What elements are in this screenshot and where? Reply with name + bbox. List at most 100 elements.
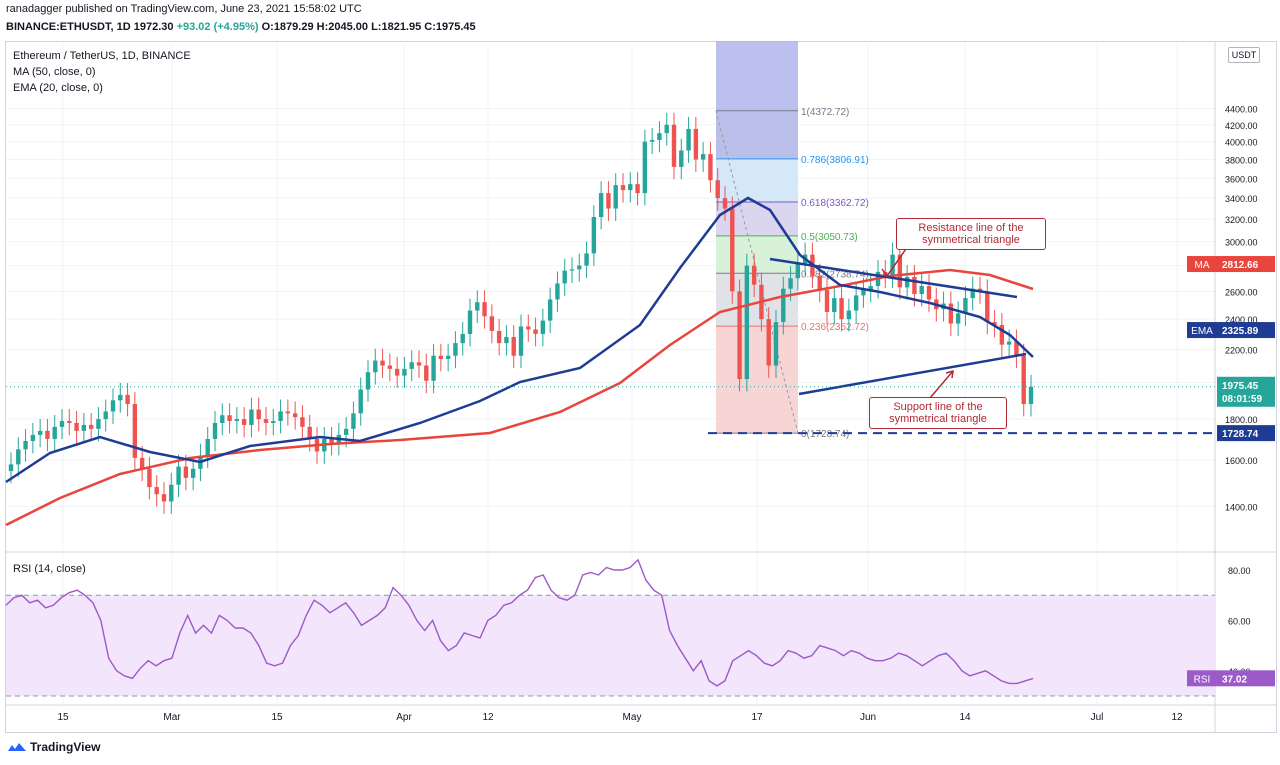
candle-body (817, 275, 822, 291)
time-tick-label: 12 (482, 712, 494, 723)
time-tick-label: 17 (751, 712, 763, 723)
candle-body (1006, 341, 1012, 345)
candle-body (992, 322, 997, 325)
fib-level-label: 1(4372.72) (801, 107, 849, 118)
publisher-line: ranadagger published on TradingView.com,… (6, 3, 362, 15)
candle-body (1021, 355, 1026, 404)
footer-brand[interactable]: TradingView (8, 740, 100, 754)
ma-tag (1187, 256, 1217, 273)
candle-body (504, 336, 509, 344)
candle-body (671, 124, 677, 167)
candle-body (912, 276, 917, 295)
rsi-tick-label: 60.00 (1228, 616, 1251, 626)
candle-body (169, 484, 174, 502)
candle-body (154, 487, 159, 495)
candle-body (751, 265, 757, 285)
ma-value-label: 2812.66 (1222, 260, 1259, 271)
candle-body (693, 128, 699, 160)
candle-body (96, 419, 101, 429)
time-tick-label: Jun (860, 712, 876, 723)
candle-body (343, 428, 349, 435)
candle-body (773, 322, 779, 366)
fib-level-label: 0.786(3806.91) (801, 155, 869, 166)
resistance-pointer (886, 245, 909, 277)
price-tick-label: 3600.00 (1225, 174, 1258, 184)
candle-body (227, 415, 232, 422)
candle-body (970, 288, 975, 299)
candle-body (788, 278, 793, 289)
ma-50-line (5, 268, 1034, 527)
rsi-line (5, 558, 1034, 687)
time-tick-label: 12 (1171, 712, 1183, 723)
candle-body (212, 422, 218, 439)
time-tick-label: 14 (959, 712, 971, 723)
candle-body (577, 265, 582, 270)
fib-zone (716, 273, 798, 327)
rsi-band (6, 595, 1215, 696)
candle-body (533, 329, 538, 334)
price-tick-label: 4000.00 (1225, 138, 1258, 148)
candle-body (190, 468, 196, 478)
time-tick-label: 15 (57, 712, 69, 723)
candle-body (431, 355, 436, 381)
candle-body (183, 466, 189, 478)
candle-body (110, 400, 116, 412)
candle-body (74, 422, 79, 431)
last-price: 1972.30 (133, 21, 174, 33)
candle-body (657, 133, 662, 140)
time-tick-label: Apr (396, 712, 412, 723)
candle-body (744, 265, 750, 380)
candle-body (635, 184, 640, 194)
candle-body (518, 326, 524, 356)
ma-badge (1217, 256, 1275, 273)
candle-body (584, 253, 589, 266)
resistance-trendline (769, 257, 1018, 299)
candle-body (1014, 341, 1019, 356)
price-badge (1217, 376, 1275, 407)
ema-value-label: 2325.89 (1222, 326, 1259, 337)
candle-body (103, 411, 108, 420)
ema-badge (1217, 322, 1275, 339)
currency-label[interactable]: USDT (1228, 47, 1260, 63)
candle-body (45, 430, 50, 439)
time-tick-label: 15 (271, 712, 283, 723)
fib-level-label: 0.382(2738.74) (801, 269, 869, 280)
price-tick-label: 2200.00 (1225, 345, 1258, 355)
candle-body (628, 184, 633, 191)
candle-body (161, 494, 167, 502)
candle-body (496, 330, 502, 344)
candle-body (132, 403, 138, 458)
rsi-value-label: 37.02 (1222, 674, 1247, 685)
candle-body (81, 424, 87, 431)
price-tick-label: 1800.00 (1225, 415, 1258, 425)
candle-body (176, 466, 181, 485)
candle-body (394, 368, 400, 376)
candle-body (766, 319, 771, 366)
candle-body (598, 193, 604, 218)
candle-body (285, 411, 291, 414)
candle-body (460, 333, 465, 344)
high-value: H:2045.00 (316, 21, 369, 33)
support-pointer (929, 370, 954, 399)
legend-ema: EMA (20, close, 0) (13, 82, 103, 94)
candle-body (147, 468, 152, 488)
candle-body (125, 394, 130, 404)
candle-body (977, 288, 983, 292)
price-tick-label: 1400.00 (1225, 502, 1258, 512)
support-trendline (798, 352, 1027, 396)
candle-body (373, 360, 378, 373)
candle-body (37, 430, 43, 435)
candle-body (409, 362, 414, 369)
candle-body (1028, 386, 1034, 404)
legend-title: Ethereum / TetherUS, 1D, BINANCE (13, 50, 191, 62)
support-badge (1217, 425, 1275, 442)
candle-body (526, 326, 531, 330)
price-tick-label: 4400.00 (1225, 105, 1258, 115)
candle-body (139, 457, 145, 469)
fib-zone (716, 326, 798, 434)
candle-body (67, 421, 72, 423)
candle-body (853, 295, 859, 311)
candle-body (955, 313, 961, 324)
low-value: L:1821.95 (371, 21, 422, 33)
